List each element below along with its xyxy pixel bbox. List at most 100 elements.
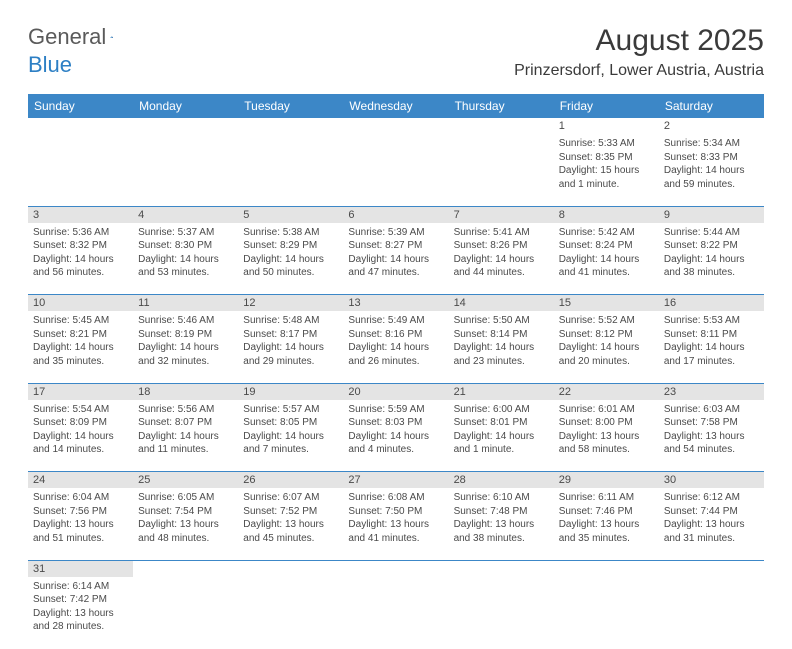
cell-line-day2: and 44 minutes. — [454, 266, 549, 280]
cell-line-day2: and 17 minutes. — [664, 355, 759, 369]
cell-line-sunrise: Sunrise: 5:44 AM — [664, 226, 759, 240]
cell-line-day2: and 45 minutes. — [243, 532, 338, 546]
cell-line-day2: and 14 minutes. — [33, 443, 128, 457]
day-number-row: 17181920212223 — [28, 383, 764, 400]
day-header: Thursday — [449, 94, 554, 118]
day-number-cell: 21 — [449, 383, 554, 400]
day-cell: Sunrise: 5:53 AMSunset: 8:11 PMDaylight:… — [659, 311, 764, 383]
cell-line-sunrise: Sunrise: 5:49 AM — [348, 314, 443, 328]
day-cell — [238, 134, 343, 206]
day-cell: Sunrise: 6:12 AMSunset: 7:44 PMDaylight:… — [659, 488, 764, 560]
day-cell: Sunrise: 5:39 AMSunset: 8:27 PMDaylight:… — [343, 223, 448, 295]
cell-line-day1: Daylight: 14 hours — [138, 341, 233, 355]
cell-line-sunset: Sunset: 8:24 PM — [559, 239, 654, 253]
day-number-cell — [659, 560, 764, 577]
cell-line-day2: and 29 minutes. — [243, 355, 338, 369]
cell-line-day1: Daylight: 15 hours — [559, 164, 654, 178]
cell-line-day1: Daylight: 13 hours — [664, 518, 759, 532]
day-number-cell: 11 — [133, 295, 238, 312]
day-cell: Sunrise: 5:56 AMSunset: 8:07 PMDaylight:… — [133, 400, 238, 472]
day-cell — [28, 134, 133, 206]
calendar-table: SundayMondayTuesdayWednesdayThursdayFrid… — [28, 94, 764, 649]
cell-line-sunset: Sunset: 8:26 PM — [454, 239, 549, 253]
cell-line-day1: Daylight: 14 hours — [348, 430, 443, 444]
cell-line-sunrise: Sunrise: 5:36 AM — [33, 226, 128, 240]
cell-line-day1: Daylight: 14 hours — [33, 341, 128, 355]
cell-line-day2: and 53 minutes. — [138, 266, 233, 280]
cell-line-day1: Daylight: 13 hours — [559, 518, 654, 532]
cell-line-day1: Daylight: 14 hours — [454, 253, 549, 267]
cell-line-day2: and 28 minutes. — [33, 620, 128, 634]
cell-line-sunrise: Sunrise: 6:04 AM — [33, 491, 128, 505]
cell-line-day1: Daylight: 14 hours — [664, 164, 759, 178]
cell-line-sunset: Sunset: 8:27 PM — [348, 239, 443, 253]
cell-line-day2: and 31 minutes. — [664, 532, 759, 546]
day-number-cell: 22 — [554, 383, 659, 400]
cell-line-day1: Daylight: 14 hours — [138, 253, 233, 267]
day-number-cell: 10 — [28, 295, 133, 312]
day-cell: Sunrise: 6:07 AMSunset: 7:52 PMDaylight:… — [238, 488, 343, 560]
day-number-cell: 9 — [659, 206, 764, 223]
day-number-cell: 25 — [133, 472, 238, 489]
day-cell: Sunrise: 5:54 AMSunset: 8:09 PMDaylight:… — [28, 400, 133, 472]
day-header: Monday — [133, 94, 238, 118]
title-block: August 2025 Prinzersdorf, Lower Austria,… — [514, 24, 764, 80]
day-cell: Sunrise: 5:41 AMSunset: 8:26 PMDaylight:… — [449, 223, 554, 295]
logo: General — [28, 24, 132, 50]
day-number-cell — [238, 118, 343, 134]
cell-line-day2: and 48 minutes. — [138, 532, 233, 546]
cell-line-day2: and 4 minutes. — [348, 443, 443, 457]
cell-line-sunset: Sunset: 8:21 PM — [33, 328, 128, 342]
day-header: Wednesday — [343, 94, 448, 118]
day-number-cell: 19 — [238, 383, 343, 400]
cell-line-day1: Daylight: 14 hours — [348, 341, 443, 355]
day-cell: Sunrise: 5:59 AMSunset: 8:03 PMDaylight:… — [343, 400, 448, 472]
cell-line-day1: Daylight: 14 hours — [664, 253, 759, 267]
day-cell — [133, 134, 238, 206]
day-header: Tuesday — [238, 94, 343, 118]
cell-line-sunset: Sunset: 8:33 PM — [664, 151, 759, 165]
cell-line-day2: and 7 minutes. — [243, 443, 338, 457]
day-number-cell: 8 — [554, 206, 659, 223]
day-number-cell — [449, 560, 554, 577]
day-number-cell — [343, 118, 448, 134]
cell-line-sunrise: Sunrise: 6:01 AM — [559, 403, 654, 417]
day-header: Sunday — [28, 94, 133, 118]
day-cell: Sunrise: 6:05 AMSunset: 7:54 PMDaylight:… — [133, 488, 238, 560]
day-number-cell: 3 — [28, 206, 133, 223]
cell-line-sunrise: Sunrise: 5:53 AM — [664, 314, 759, 328]
day-number-cell: 17 — [28, 383, 133, 400]
cell-line-sunrise: Sunrise: 5:59 AM — [348, 403, 443, 417]
cell-line-sunset: Sunset: 7:50 PM — [348, 505, 443, 519]
day-number-cell: 30 — [659, 472, 764, 489]
cell-line-sunset: Sunset: 8:11 PM — [664, 328, 759, 342]
cell-line-sunrise: Sunrise: 5:52 AM — [559, 314, 654, 328]
day-number-cell — [133, 118, 238, 134]
cell-line-sunrise: Sunrise: 6:10 AM — [454, 491, 549, 505]
cell-line-sunrise: Sunrise: 5:33 AM — [559, 137, 654, 151]
cell-line-day1: Daylight: 14 hours — [559, 341, 654, 355]
cell-line-day2: and 32 minutes. — [138, 355, 233, 369]
cell-line-day1: Daylight: 14 hours — [664, 341, 759, 355]
logo-text-general: General — [28, 24, 106, 50]
day-number-cell: 31 — [28, 560, 133, 577]
cell-line-day1: Daylight: 14 hours — [559, 253, 654, 267]
cell-line-sunset: Sunset: 8:14 PM — [454, 328, 549, 342]
cell-line-day1: Daylight: 13 hours — [559, 430, 654, 444]
cell-line-sunset: Sunset: 7:54 PM — [138, 505, 233, 519]
cell-line-day1: Daylight: 14 hours — [243, 341, 338, 355]
day-number-row: 10111213141516 — [28, 295, 764, 312]
cell-line-sunset: Sunset: 8:19 PM — [138, 328, 233, 342]
sail-icon — [110, 29, 113, 45]
day-cell: Sunrise: 5:36 AMSunset: 8:32 PMDaylight:… — [28, 223, 133, 295]
day-cell: Sunrise: 6:00 AMSunset: 8:01 PMDaylight:… — [449, 400, 554, 472]
day-number-row: 12 — [28, 118, 764, 134]
cell-line-sunset: Sunset: 8:17 PM — [243, 328, 338, 342]
cell-line-sunset: Sunset: 7:56 PM — [33, 505, 128, 519]
cell-line-sunset: Sunset: 8:09 PM — [33, 416, 128, 430]
cell-line-day2: and 51 minutes. — [33, 532, 128, 546]
day-number-cell: 7 — [449, 206, 554, 223]
day-cell: Sunrise: 5:46 AMSunset: 8:19 PMDaylight:… — [133, 311, 238, 383]
day-cell — [449, 577, 554, 649]
cell-line-day2: and 35 minutes. — [33, 355, 128, 369]
